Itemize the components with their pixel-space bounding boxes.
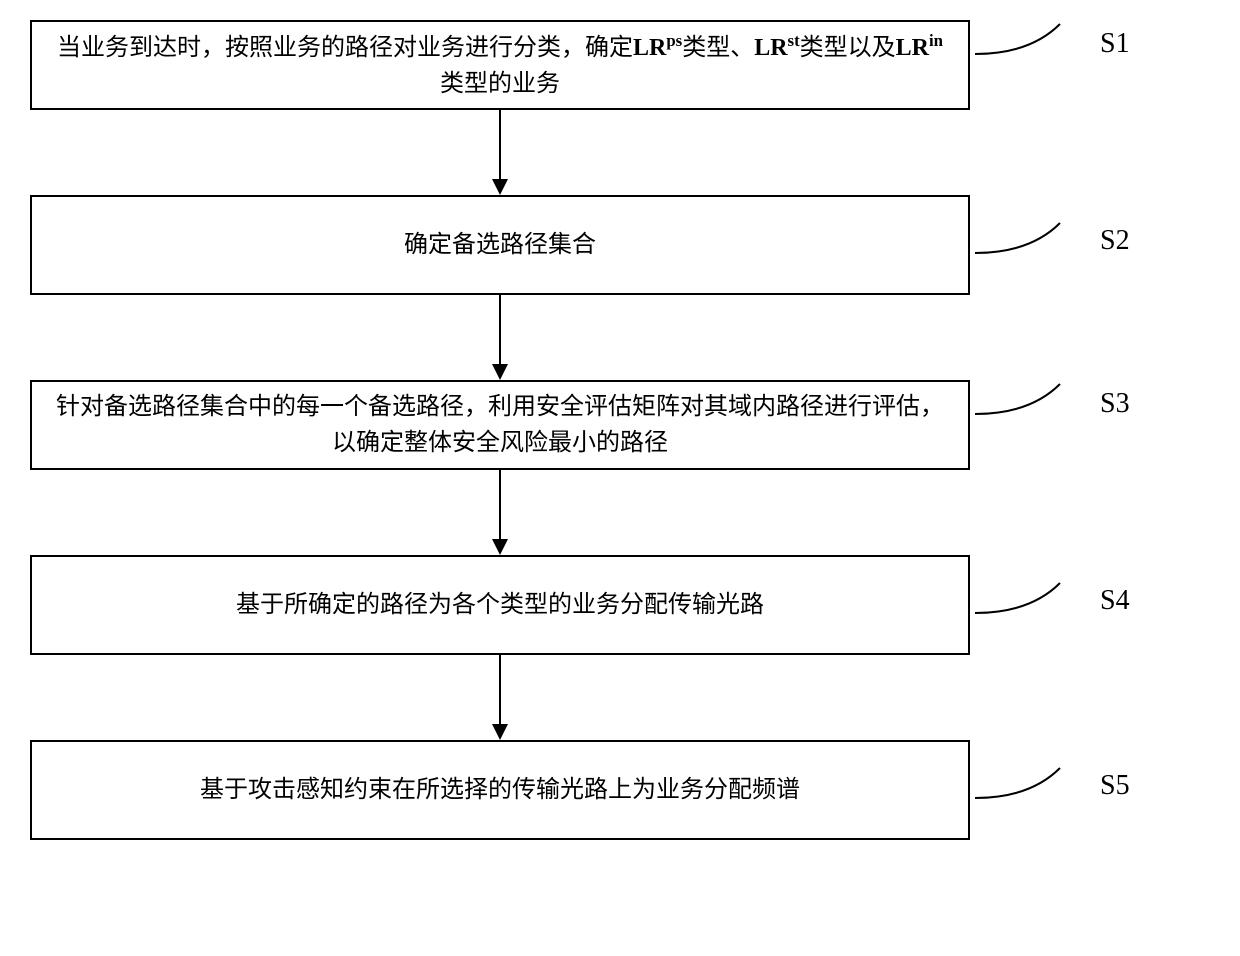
arrow-s4-s5 [492, 655, 508, 740]
step-label-s2: S2 [1100, 225, 1130, 257]
step-row-s3: 针对备选路径集合中的每一个备选路径，利用安全评估矩阵对其域内路径进行评估，以确定… [30, 380, 1210, 470]
step-row-s1: 当业务到达时，按照业务的路径对业务进行分类，确定LRps类型、LRst类型以及L… [30, 20, 1210, 110]
step-text-s5: 基于攻击感知约束在所选择的传输光路上为业务分配频谱 [200, 772, 800, 808]
step-box-s2: 确定备选路径集合 [30, 195, 970, 295]
step-row-s2: 确定备选路径集合 S2 [30, 195, 1210, 295]
arrow-s3-s4 [492, 470, 508, 555]
step-box-s3: 针对备选路径集合中的每一个备选路径，利用安全评估矩阵对其域内路径进行评估，以确定… [30, 380, 970, 470]
step-label-s5: S5 [1100, 770, 1130, 802]
step-text-s3: 针对备选路径集合中的每一个备选路径，利用安全评估矩阵对其域内路径进行评估，以确定… [52, 389, 948, 461]
step-row-s5: 基于攻击感知约束在所选择的传输光路上为业务分配频谱 S5 [30, 740, 1210, 840]
arrow-s2-s3 [492, 295, 508, 380]
arrow-s1-s2 [492, 110, 508, 195]
step-row-s4: 基于所确定的路径为各个类型的业务分配传输光路 S4 [30, 555, 1210, 655]
step-text-s2: 确定备选路径集合 [404, 227, 596, 263]
step-text-s4: 基于所确定的路径为各个类型的业务分配传输光路 [236, 587, 764, 623]
step-box-s5: 基于攻击感知约束在所选择的传输光路上为业务分配频谱 [30, 740, 970, 840]
brace-s3 [970, 374, 1090, 424]
brace-s5 [970, 758, 1090, 808]
step-box-s4: 基于所确定的路径为各个类型的业务分配传输光路 [30, 555, 970, 655]
brace-s4 [970, 573, 1090, 623]
step-box-s1: 当业务到达时，按照业务的路径对业务进行分类，确定LRps类型、LRst类型以及L… [30, 20, 970, 110]
flowchart-container: 当业务到达时，按照业务的路径对业务进行分类，确定LRps类型、LRst类型以及L… [30, 20, 1210, 840]
step-label-s4: S4 [1100, 585, 1130, 617]
brace-s1 [970, 14, 1090, 64]
step-label-s1: S1 [1100, 28, 1130, 60]
brace-s2 [970, 213, 1090, 263]
step-text-s1: 当业务到达时，按照业务的路径对业务进行分类，确定LRps类型、LRst类型以及L… [52, 28, 948, 102]
step-label-s3: S3 [1100, 388, 1130, 420]
